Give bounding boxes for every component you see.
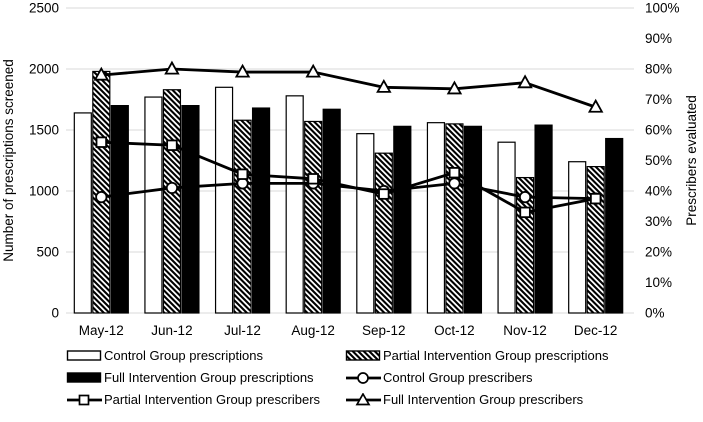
- x-axis-tick-label: Oct-12: [434, 323, 475, 338]
- legend-label: Partial Intervention Group prescriptions: [383, 348, 609, 363]
- bar: [534, 124, 553, 314]
- marker-circle: [95, 191, 108, 204]
- bar: [233, 119, 252, 314]
- line-series-square: [95, 136, 602, 219]
- right-axis-tick-label: 50%: [645, 153, 672, 168]
- right-axis-tick-label: 0%: [645, 306, 665, 321]
- legend-label: Control Group prescribers: [383, 370, 533, 385]
- bar-white-swatch-icon: [66, 350, 102, 361]
- line-series-triangle: [93, 60, 604, 113]
- left-axis-tick-label: 500: [36, 245, 59, 260]
- left-axis-tick-label: 1500: [29, 123, 59, 138]
- combo-chart-svg: 0 500 1000 1500 2000 2500 0% 10% 20% 30% 40% 50% 60%…: [1, 1, 699, 339]
- bar: [73, 112, 92, 314]
- legend-item-control-prescriptions: Control Group prescriptions: [66, 348, 345, 363]
- right-axis-tick-label: 100%: [645, 1, 680, 16]
- x-axis-tick-label: Sep-12: [362, 323, 406, 338]
- legend-label: Full Intervention Group prescribers: [383, 392, 584, 407]
- right-axis-tick-label: 20%: [645, 245, 672, 260]
- bar: [322, 108, 341, 314]
- bar: [568, 161, 587, 314]
- x-axis-tick-label: Aug-12: [291, 323, 335, 338]
- left-axis-title: Number of prescriptions screened: [1, 59, 16, 262]
- line-square-swatch-icon: [67, 394, 102, 405]
- left-axis-tick-label: 1000: [29, 184, 59, 199]
- bar: [181, 104, 200, 314]
- marker-triangle: [517, 74, 533, 89]
- left-axis-tick-label: 2000: [29, 62, 59, 77]
- marker-circle: [448, 177, 461, 190]
- legend-label: Control Group prescriptions: [104, 348, 263, 363]
- bar: [497, 141, 516, 314]
- bar-hatched-swatch-icon: [345, 350, 381, 361]
- marker-square: [589, 192, 602, 205]
- legend-item-partial-prescribers: Partial Intervention Group prescribers: [66, 392, 345, 407]
- legend-label: Full Intervention Group prescriptions: [104, 370, 314, 385]
- line-triangle-swatch-icon: [346, 392, 381, 405]
- right-axis-tick-label: 40%: [645, 184, 672, 199]
- marker-square: [448, 166, 461, 179]
- bar-series-solid-black: [110, 104, 624, 314]
- right-axis-tick-label: 70%: [645, 92, 672, 107]
- bar: [285, 95, 304, 314]
- left-axis-tick-label: 2500: [29, 1, 59, 16]
- bar-black-swatch-icon: [66, 372, 102, 383]
- left-axis-tick-label: 0: [51, 306, 59, 321]
- bar: [162, 89, 182, 314]
- x-axis-ticks: May-12 Jun-12 Jul-12 Aug-12 Sep-12 Oct-12 Nov-…: [79, 323, 618, 338]
- bar: [586, 166, 605, 314]
- bar: [463, 125, 483, 314]
- bar: [374, 152, 393, 314]
- bar: [304, 120, 323, 314]
- legend-label: Partial Intervention Group prescribers: [104, 392, 321, 407]
- bar: [144, 96, 163, 314]
- marker-triangle: [234, 63, 251, 78]
- marker-square: [519, 206, 531, 219]
- marker-square: [307, 173, 319, 185]
- right-axis-tick-label: 90%: [645, 31, 672, 46]
- series-line: [101, 67, 597, 109]
- legend-item-full-prescriptions: Full Intervention Group prescriptions: [66, 370, 345, 385]
- bar-series-white-outline: [73, 86, 587, 314]
- x-axis-tick-label: Nov-12: [503, 323, 547, 338]
- right-axis-tick-label: 10%: [645, 275, 672, 290]
- marker-triangle: [446, 80, 463, 95]
- line-circle-swatch-icon: [346, 371, 381, 384]
- legend-item-full-prescribers: Full Intervention Group prescribers: [345, 392, 703, 407]
- bar: [110, 104, 129, 314]
- legend-item-partial-prescriptions: Partial Intervention Group prescriptions: [345, 348, 703, 363]
- right-axis-tick-label: 80%: [645, 62, 672, 77]
- right-axis-title: Prescribers evaluated: [684, 95, 699, 226]
- marker-triangle: [305, 63, 321, 78]
- x-axis-tick-label: Jul-12: [224, 323, 261, 338]
- right-axis-ticks: 0% 10% 20% 30% 40% 50% 60% 70% 80% 90% 100%: [645, 1, 680, 321]
- x-axis-tick-label: May-12: [79, 323, 124, 338]
- right-axis-tick-label: 60%: [645, 123, 672, 138]
- marker-triangle: [376, 78, 392, 93]
- left-axis-ticks: 0 500 1000 1500 2000 2500: [29, 1, 59, 321]
- x-axis-tick-label: Jun-12: [151, 323, 192, 338]
- marker-square: [166, 139, 178, 151]
- bar: [251, 107, 271, 314]
- right-axis-tick-label: 30%: [645, 214, 672, 229]
- x-axis-tick-label: Dec-12: [574, 323, 618, 338]
- marker-square: [236, 168, 249, 180]
- marker-triangle: [93, 66, 110, 81]
- series-line: [101, 140, 596, 214]
- marker-square: [378, 188, 390, 200]
- bar: [214, 86, 234, 314]
- marker-circle: [165, 181, 179, 195]
- chart-legend: Control Group prescriptions Partial Inte…: [66, 348, 703, 407]
- marker-triangle: [164, 60, 180, 75]
- bar: [356, 133, 375, 314]
- marker-square: [95, 136, 108, 148]
- marker-circle: [518, 191, 532, 204]
- bar: [605, 137, 624, 314]
- bar: [393, 125, 412, 314]
- bar: [426, 122, 446, 314]
- marker-triangle: [587, 98, 604, 113]
- legend-item-control-prescribers: Control Group prescribers: [345, 370, 703, 385]
- bar: [445, 123, 464, 314]
